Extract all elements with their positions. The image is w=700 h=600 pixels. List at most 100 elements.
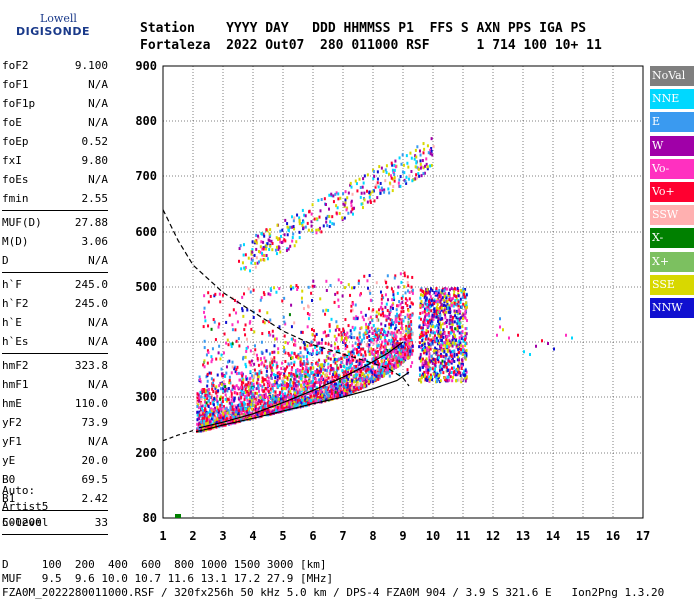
echo-point [340, 387, 343, 391]
echo-point [320, 386, 323, 390]
echo-point [278, 237, 281, 241]
echo-point [263, 293, 266, 297]
echo-point [362, 181, 365, 185]
echo-point [447, 362, 450, 366]
echo-point [341, 218, 344, 222]
echo-point [386, 371, 389, 375]
echo-point [405, 327, 408, 331]
echo-point [349, 293, 352, 297]
echo-point [316, 380, 319, 384]
echo-point [360, 365, 363, 369]
echo-point [351, 354, 354, 358]
echo-point [245, 346, 248, 350]
echo-point [428, 303, 431, 307]
echo-point [344, 347, 347, 351]
echo-point [288, 372, 291, 376]
echo-point [249, 370, 252, 374]
echo-point [281, 299, 284, 303]
echo-point [396, 342, 399, 346]
echo-point [222, 389, 225, 393]
echo-point [221, 374, 224, 378]
echo-point [241, 407, 244, 411]
echo-point [248, 321, 251, 325]
echo-point [214, 406, 217, 410]
echo-point [244, 355, 247, 359]
echo-point [384, 168, 387, 172]
echo-point [330, 192, 333, 196]
echo-point [284, 351, 287, 355]
echo-point [261, 332, 264, 336]
echo-point [297, 356, 300, 360]
echo-point [464, 334, 467, 338]
echo-point [417, 172, 420, 176]
echo-point [458, 318, 461, 322]
x-tick-label: 13 [516, 529, 530, 543]
echo-point [270, 407, 273, 411]
echo-point [276, 406, 279, 410]
echo-point [403, 285, 406, 289]
echo-point [285, 382, 288, 386]
echo-point [375, 333, 378, 337]
echo-point [200, 395, 203, 399]
echo-point [423, 318, 426, 322]
echo-point [233, 396, 236, 400]
echo-point [438, 328, 441, 332]
echo-point [378, 368, 381, 372]
echo-point [306, 361, 309, 365]
echo-point [348, 352, 351, 356]
echo-point [254, 372, 257, 376]
echo-point [233, 385, 236, 389]
echo-point [282, 386, 285, 390]
echo-point [400, 319, 403, 323]
echo-point [446, 375, 449, 379]
echo-point [386, 274, 389, 278]
echo-point [296, 356, 299, 360]
echo-point [294, 375, 297, 379]
echo-point [372, 380, 375, 384]
echo-point [321, 390, 324, 394]
echo-point [280, 241, 283, 245]
echo-point [255, 241, 258, 245]
echo-point [385, 361, 388, 365]
echo-point [450, 361, 453, 365]
echo-point [393, 320, 396, 324]
echo-point [394, 342, 397, 346]
echo-point [408, 326, 411, 330]
echo-point [282, 239, 285, 243]
echo-point [276, 383, 279, 387]
echo-point [347, 392, 350, 396]
echo-point [376, 360, 379, 364]
echo-point [464, 344, 467, 348]
echo-point [343, 375, 346, 379]
echo-point [201, 409, 204, 413]
echo-point [411, 344, 414, 348]
echo-point [448, 306, 451, 310]
echo-point [425, 375, 428, 379]
echo-point [451, 379, 454, 383]
echo-point [253, 253, 256, 257]
echo-point [298, 399, 301, 403]
echo-point [255, 381, 258, 385]
echo-point [435, 351, 438, 355]
echo-point [464, 287, 467, 291]
echo-point [350, 309, 353, 313]
echo-point [341, 394, 344, 398]
echo-point [400, 333, 403, 337]
echo-point [243, 266, 246, 270]
echo-point [282, 392, 285, 396]
param-row: yF2 73.9 [2, 413, 108, 432]
echo-point [402, 345, 405, 349]
echo-point [454, 342, 457, 346]
echo-point [197, 393, 200, 397]
echo-point [254, 239, 257, 243]
echo-point [426, 324, 429, 328]
echo-point [404, 315, 407, 319]
echo-point [429, 333, 432, 337]
echo-point [311, 284, 314, 288]
echo-point [355, 348, 358, 352]
echo-point [310, 328, 313, 332]
echo-point [371, 350, 374, 354]
echo-point [286, 402, 289, 406]
echo-point [426, 313, 429, 317]
echo-point [319, 367, 322, 371]
